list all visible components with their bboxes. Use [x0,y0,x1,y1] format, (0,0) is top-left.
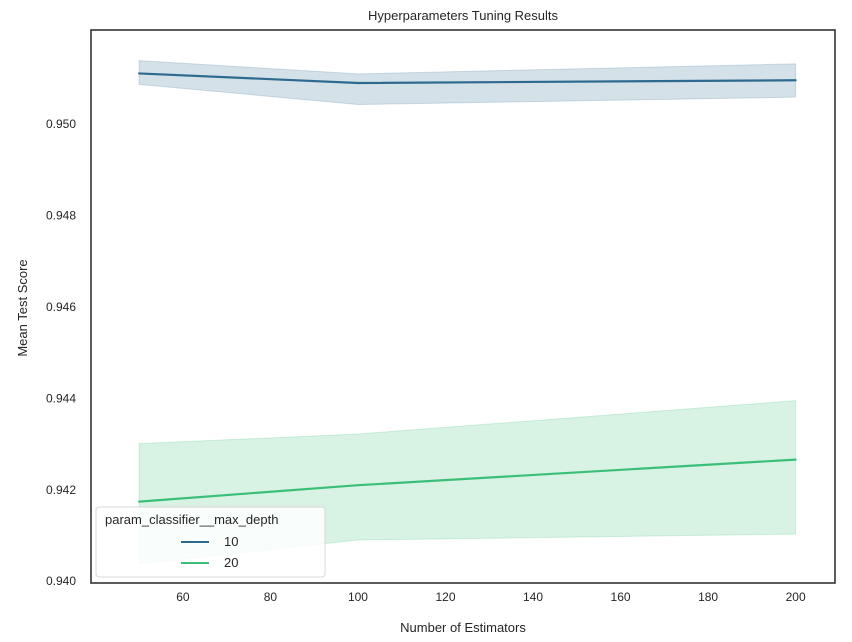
legend: param_classifier__max_depth 10 20 [95,506,326,578]
x-tick-label: 120 [435,590,455,604]
y-axis-label: Mean Test Score [15,259,30,356]
legend-title: param_classifier__max_depth [105,512,278,527]
series-lines [138,72,797,503]
y-axis-ticks: 0.940 0.942 0.944 0.946 0.948 0.950 [46,117,76,588]
y-tick-label: 0.940 [46,574,76,588]
chart-title: Hyperparameters Tuning Results [368,8,559,23]
x-tick-label: 80 [264,590,278,604]
legend-box [95,506,326,578]
y-tick-label: 0.946 [46,300,76,314]
y-tick-label: 0.942 [46,483,76,497]
y-tick-label: 0.944 [46,391,76,405]
x-axis-ticks: 60 80 100 120 140 160 180 200 [176,590,806,604]
x-tick-label: 60 [176,590,190,604]
x-axis-label: Number of Estimators [400,620,526,635]
x-tick-label: 140 [523,590,543,604]
y-tick-label: 0.948 [46,209,76,223]
x-tick-label: 100 [348,590,368,604]
line-series-20 [138,458,797,503]
x-tick-label: 180 [698,590,718,604]
line-series-10 [138,72,797,85]
plot-frame [90,29,836,584]
legend-label-10: 10 [224,534,238,549]
legend-label-20: 20 [224,555,238,570]
x-tick-label: 160 [611,590,631,604]
x-tick-label: 200 [786,590,806,604]
y-tick-label: 0.950 [46,117,76,131]
